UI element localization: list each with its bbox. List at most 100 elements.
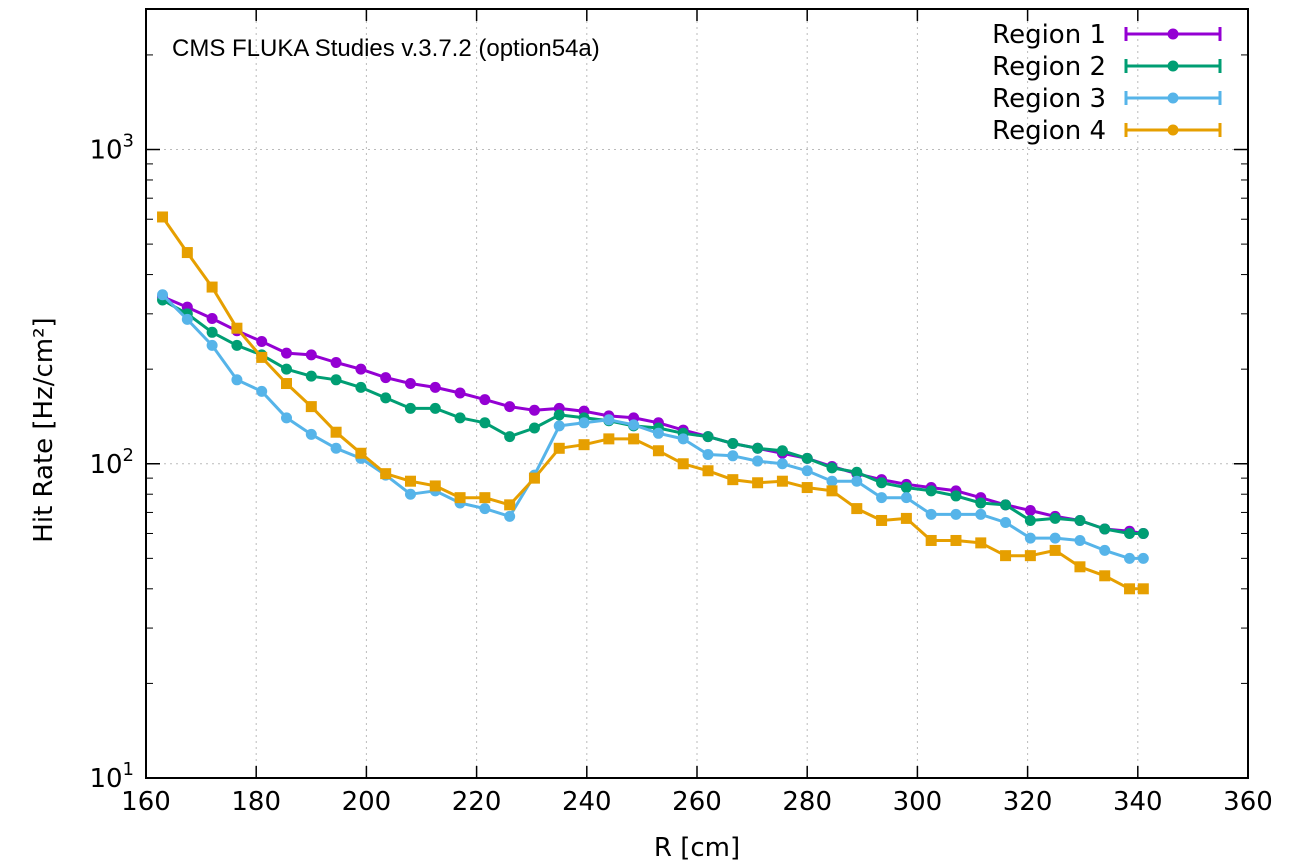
data-point bbox=[429, 480, 441, 492]
data-point bbox=[553, 409, 565, 421]
data-point bbox=[1049, 532, 1061, 544]
data-point bbox=[355, 381, 367, 393]
data-point bbox=[355, 447, 367, 459]
data-point bbox=[702, 465, 714, 477]
data-point bbox=[1049, 512, 1061, 524]
data-point bbox=[1074, 534, 1086, 546]
data-point bbox=[727, 450, 739, 462]
series-line bbox=[161, 295, 1144, 535]
data-point bbox=[1024, 550, 1036, 562]
data-point bbox=[702, 449, 714, 461]
data-point bbox=[504, 401, 516, 413]
data-point bbox=[752, 477, 764, 489]
data-point bbox=[404, 402, 416, 414]
data-point bbox=[801, 465, 813, 477]
data-point bbox=[256, 351, 268, 363]
grid bbox=[146, 9, 1248, 778]
x-tick-label: 300 bbox=[893, 787, 943, 817]
data-point bbox=[578, 417, 590, 429]
data-point bbox=[652, 445, 664, 457]
data-point bbox=[1124, 527, 1136, 539]
data-point bbox=[752, 442, 764, 454]
data-point bbox=[950, 490, 962, 502]
data-point bbox=[404, 488, 416, 500]
data-point bbox=[330, 357, 342, 369]
data-point bbox=[851, 466, 863, 478]
data-point bbox=[851, 503, 863, 515]
data-point bbox=[281, 412, 293, 424]
data-point bbox=[479, 394, 491, 406]
data-point bbox=[305, 428, 317, 440]
data-point bbox=[429, 402, 441, 414]
data-point bbox=[256, 335, 268, 347]
legend-label: Region 3 bbox=[992, 84, 1106, 114]
data-point bbox=[380, 468, 392, 480]
y-tick-label: 102 bbox=[89, 445, 134, 480]
data-point bbox=[429, 381, 441, 393]
data-point bbox=[876, 514, 888, 526]
data-point bbox=[677, 433, 689, 445]
data-point bbox=[826, 475, 838, 487]
data-point bbox=[702, 431, 714, 443]
data-point bbox=[305, 370, 317, 382]
data-point bbox=[504, 499, 516, 511]
data-point bbox=[1074, 561, 1086, 573]
data-point bbox=[380, 372, 392, 384]
data-point bbox=[206, 326, 218, 338]
data-point bbox=[925, 508, 937, 520]
series-layer bbox=[157, 211, 1149, 595]
data-point bbox=[1074, 514, 1086, 526]
data-point bbox=[950, 534, 962, 546]
data-point bbox=[1099, 523, 1111, 535]
data-point bbox=[900, 482, 912, 494]
data-point bbox=[281, 363, 293, 375]
x-tick-label: 280 bbox=[782, 787, 832, 817]
data-point bbox=[231, 339, 243, 351]
data-point bbox=[776, 475, 788, 487]
data-point bbox=[1099, 544, 1111, 556]
x-tick-label: 180 bbox=[231, 787, 281, 817]
x-axis-label: R [cm] bbox=[654, 833, 740, 863]
data-point bbox=[330, 426, 342, 438]
data-point bbox=[776, 458, 788, 470]
data-point bbox=[1137, 552, 1149, 564]
data-point bbox=[1049, 544, 1061, 556]
data-point bbox=[776, 445, 788, 457]
data-point bbox=[1124, 583, 1136, 595]
data-point bbox=[950, 508, 962, 520]
data-point bbox=[876, 477, 888, 489]
data-point bbox=[975, 508, 987, 520]
data-point bbox=[900, 492, 912, 504]
data-point bbox=[231, 374, 243, 386]
data-point bbox=[181, 313, 193, 325]
data-point bbox=[851, 475, 863, 487]
x-tick-label: 160 bbox=[121, 787, 171, 817]
data-point bbox=[925, 534, 937, 546]
data-point bbox=[628, 419, 640, 431]
data-point bbox=[355, 363, 367, 375]
data-point bbox=[752, 455, 764, 467]
x-tick-label: 360 bbox=[1223, 787, 1273, 817]
axis-ticks: 160 180 200 220 240 260 280 300 320 340 360 101 102 1… bbox=[89, 9, 1273, 817]
data-point bbox=[1124, 552, 1136, 564]
x-tick-label: 340 bbox=[1113, 787, 1163, 817]
data-point bbox=[330, 442, 342, 454]
data-point bbox=[553, 420, 565, 432]
data-point bbox=[181, 247, 193, 259]
data-point bbox=[454, 387, 466, 399]
data-point bbox=[1137, 527, 1149, 539]
data-point bbox=[404, 378, 416, 390]
x-tick-label: 240 bbox=[562, 787, 612, 817]
data-point bbox=[157, 289, 169, 301]
data-point bbox=[628, 433, 640, 445]
data-point bbox=[1024, 504, 1036, 516]
data-point bbox=[826, 462, 838, 474]
legend-swatch-marker bbox=[1167, 28, 1179, 40]
legend-swatch-marker bbox=[1167, 60, 1179, 72]
data-point bbox=[727, 438, 739, 450]
chart-annotation: CMS FLUKA Studies v.3.7.2 (option54a) bbox=[172, 35, 600, 62]
data-point bbox=[603, 433, 615, 445]
data-point bbox=[305, 349, 317, 361]
data-point bbox=[479, 492, 491, 504]
